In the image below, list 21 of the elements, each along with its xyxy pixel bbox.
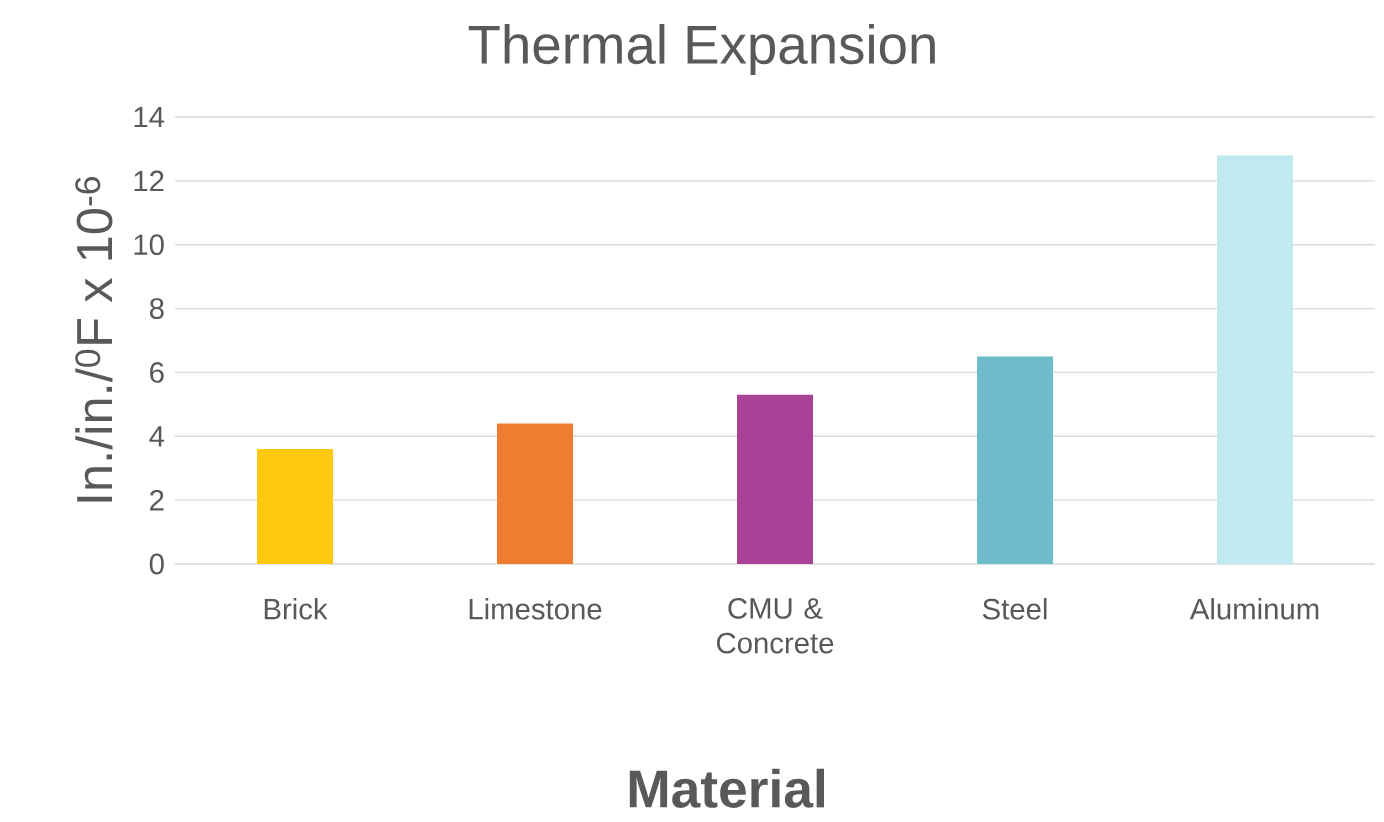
bar bbox=[1217, 155, 1294, 564]
y-tick-label: 14 bbox=[134, 106, 165, 128]
y-tick-label: 2 bbox=[150, 489, 164, 511]
bar bbox=[497, 423, 574, 564]
y-tick-label: 8 bbox=[149, 298, 164, 319]
y-tick-label: 6 bbox=[150, 362, 164, 383]
x-axis-title: Material bbox=[629, 768, 824, 808]
x-tick-label: Limestone bbox=[469, 598, 602, 620]
y-tick-label: 12 bbox=[134, 170, 164, 192]
y-tick-label: 10 bbox=[134, 234, 164, 256]
x-tick-label: Brick bbox=[264, 598, 328, 620]
bar bbox=[977, 356, 1054, 564]
y-axis-title: In./in./$^{0}$F x 10$^{-6}$ bbox=[75, 177, 113, 502]
y-tick-label: 4 bbox=[149, 426, 165, 447]
x-tick-label: Aluminum bbox=[1189, 598, 1319, 620]
bar bbox=[257, 449, 334, 564]
bar bbox=[737, 394, 814, 564]
chart-title: Thermal Expansion bbox=[468, 24, 935, 75]
x-tick-label: Steel bbox=[982, 598, 1047, 620]
x-tick-label: CMU & Concrete bbox=[716, 598, 834, 654]
y-tick-label: 0 bbox=[149, 553, 164, 575]
